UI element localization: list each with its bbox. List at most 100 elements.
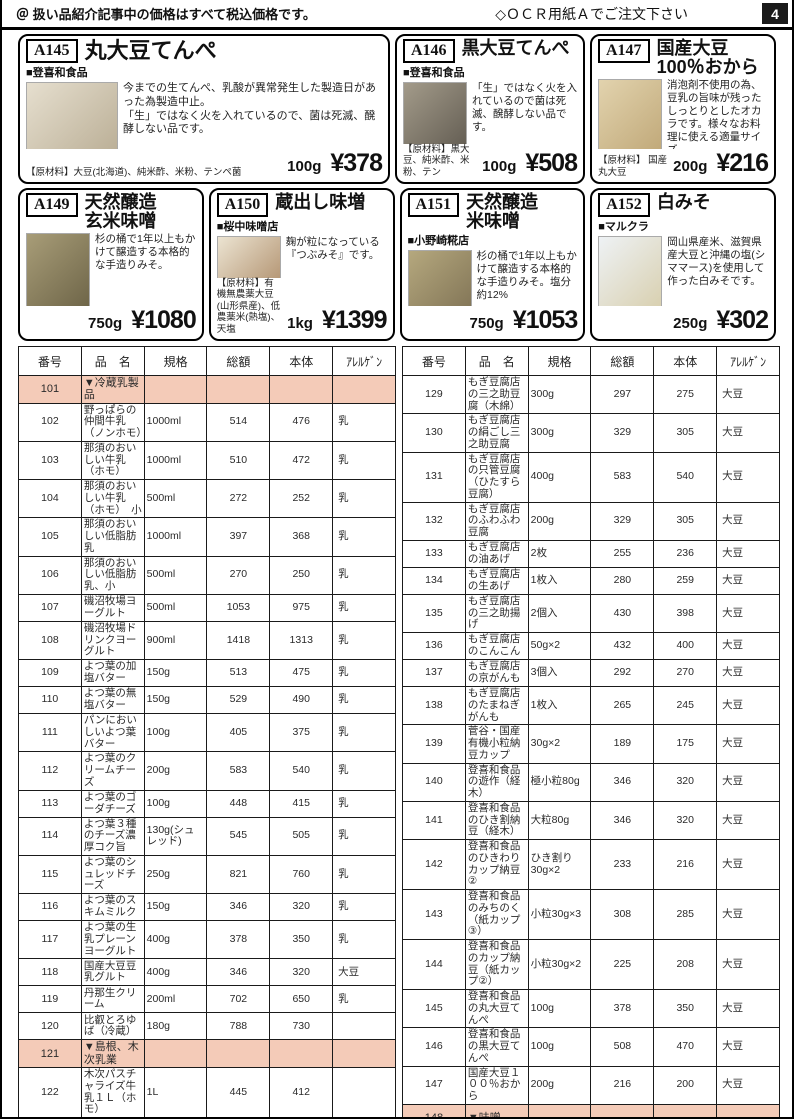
table-row: 132 もぎ豆腐店のふわふわ豆腐 200g 329 305 大豆 [402, 501, 780, 541]
product-code: A150 [216, 193, 269, 217]
product-photo [403, 82, 467, 144]
item-allergen: 乳 [332, 555, 396, 595]
product-title: 蔵出し味増 [275, 192, 366, 212]
item-total-price: 397 [206, 517, 271, 557]
product-description: 岡山県産米、滋賀県産大豆と沖縄の塩(シママース)を使用して作った白みそです。 [667, 236, 766, 288]
item-allergen [332, 1012, 396, 1041]
page-number-badge: 4 [762, 3, 788, 24]
item-base-price: 236 [653, 539, 718, 568]
product-card-header: A146 黒大豆てんぺ [403, 39, 577, 63]
product-card-header: A151 天然醸造 米味噌 [407, 193, 578, 231]
item-spec: 180g [143, 1012, 208, 1041]
product-ingredients: 【原材料】黒大豆、純米酢、米粉、テン [403, 143, 470, 178]
item-base-price: 472 [269, 440, 334, 481]
item-base-price: 208 [653, 939, 718, 990]
item-allergen: 乳 [332, 985, 396, 1014]
order-table-right-wrap: 番号品 名規格 総額 本体 ｱﾚﾙｹﾞﾝ 129 もぎ豆腐店の三之助豆腐（木綿） 300g 2… [402, 346, 780, 1117]
product-title: 丸大豆てんぺ [84, 38, 217, 63]
product-price-box: 1kg ¥1399 [287, 306, 387, 335]
item-allergen: 乳 [332, 789, 396, 818]
item-total-price: 510 [206, 440, 271, 481]
item-name: 木次ナチュラルスナッカー [80, 1116, 145, 1117]
product-card: A152 白みそ ■マルクラ 岡山県産米、滋賀県産大豆と沖縄の塩(シママース)を使用し… [590, 188, 776, 341]
item-allergen: 乳 [332, 920, 396, 960]
header-divider [2, 27, 792, 30]
ocr-order-note: ◇ＯＣＲ用紙Ａでご注文下さい [495, 5, 688, 22]
column-header: 規格 [527, 346, 592, 376]
product-size: 1kg [287, 315, 313, 332]
item-allergen [716, 1103, 780, 1117]
item-number: 108 [18, 620, 82, 661]
item-name: よつ葉３種のチーズ濃厚コク旨 [80, 816, 145, 856]
product-description: 消泡剤不使用の為、豆乳の旨味が残ったしっとりとしたオカラです。様々なお料理に使え… [667, 78, 762, 149]
item-number: 130 [402, 413, 466, 453]
table-row: 113 よつ葉のゴーダチーズ 100g 448 415 乳 [18, 789, 396, 818]
item-spec: 500ml [143, 555, 208, 595]
item-spec: 極小粒80g [527, 762, 592, 802]
item-spec: 100g [143, 789, 208, 818]
table-row: 110 よつ葉の無塩バター 150g 529 490 乳 [18, 686, 396, 715]
product-code: A149 [26, 193, 78, 217]
product-card-footer: 【原材料】黒大豆、純米酢、米粉、テン 100g ¥508 [403, 143, 578, 178]
item-spec: 200g [527, 501, 592, 541]
item-base-price: 500 [269, 1116, 334, 1117]
item-base-price: 415 [269, 789, 334, 818]
table-row: 136 もぎ豆腐店のこんこん 50g×2 432 400 大豆 [402, 632, 780, 660]
table-row: 104 那須のおいしい牛乳（ホモ） 小 500ml 272 252 乳 [18, 479, 396, 519]
product-price-box: 100g ¥378 [287, 149, 383, 178]
product-description: 杉の桶で1年以上もかけて醸造する本格的な手造りみそ。 [95, 232, 196, 272]
product-card: A151 天然醸造 米味噌 ■小野崎糀店 杉の桶で1年以上もかけて醸造する本格的な手造… [399, 188, 586, 341]
item-base-price: 350 [269, 920, 334, 960]
order-table-left-wrap: 番号品 名規格 総額 本体 ｱﾚﾙｹﾞﾝ 101 ▼冷蔵乳製品 102 野っぱらの仲間牛乳（ノ… [18, 346, 396, 1117]
item-number: 133 [402, 539, 466, 568]
table-row: 137 もぎ豆腐店の京がんも 3個入 292 270 大豆 [402, 659, 780, 687]
item-allergen: 乳 [332, 751, 396, 791]
item-spec: 50g×2 [527, 632, 592, 660]
item-number: 131 [402, 451, 466, 503]
item-total-price: 430 [590, 593, 655, 634]
item-total-price: 297 [590, 374, 655, 415]
item-total-price: 788 [206, 1012, 271, 1041]
item-total-price: 308 [590, 889, 655, 940]
item-base-price: 320 [269, 893, 334, 922]
item-number: 132 [402, 501, 466, 541]
item-allergen: 大豆 [716, 724, 780, 764]
item-number: 138 [402, 685, 466, 726]
product-price: ¥216 [716, 149, 769, 177]
product-photo [26, 232, 90, 306]
table-row: 116 よつ葉のスキムミルク 150g 346 320 乳 [18, 893, 396, 922]
item-allergen: 大豆 [716, 593, 780, 634]
product-description: 杉の桶で1年以上もかけて醸造する本格的な手造りみそ。塩分約12% [476, 249, 577, 302]
item-allergen [332, 375, 396, 404]
order-table-body: 129 もぎ豆腐店の三之助豆腐（木綿） 300g 297 275 大豆 130 もぎ豆腐店の絹… [402, 374, 780, 1117]
item-allergen: 大豆 [716, 374, 780, 415]
table-row: 145 登喜和食品の丸大豆てんぺ 100g 378 350 大豆 [402, 988, 780, 1029]
item-allergen: 大豆 [716, 1027, 780, 1067]
product-description: 今までの生てんぺ、乳酸が異常発生した製造日があった為製造中止。 「生」ではなく火… [123, 82, 376, 136]
item-number: 115 [18, 854, 82, 895]
item-base-price [653, 1103, 718, 1117]
item-number: 123 [18, 1116, 82, 1117]
item-number: 144 [402, 939, 466, 990]
item-number: 111 [18, 713, 82, 753]
item-allergen: 乳 [332, 686, 396, 715]
item-allergen: 乳 [332, 816, 396, 856]
item-number: 101 [18, 375, 82, 404]
item-spec: 200g [143, 751, 208, 791]
item-spec: 150g [143, 686, 208, 715]
product-card-header: A150 蔵出し味増 [216, 192, 387, 217]
product-price: ¥508 [525, 149, 578, 177]
item-spec: 1L [143, 1067, 208, 1117]
item-total-price: 821 [206, 854, 271, 895]
item-allergen: 乳 [332, 593, 396, 622]
item-name: もぎ豆腐店のふわふわ豆腐 [464, 501, 529, 541]
item-base-price: 1313 [269, 620, 334, 661]
product-size: 200g [673, 158, 708, 175]
product-price-box: 100g ¥508 [482, 149, 578, 178]
item-number: 103 [18, 440, 82, 481]
item-total-price [590, 1103, 655, 1117]
product-price-box: 250g ¥302 [673, 306, 769, 335]
item-name: もぎ豆腐店のたまねぎがんも [464, 685, 529, 726]
item-base-price: 320 [269, 958, 334, 987]
